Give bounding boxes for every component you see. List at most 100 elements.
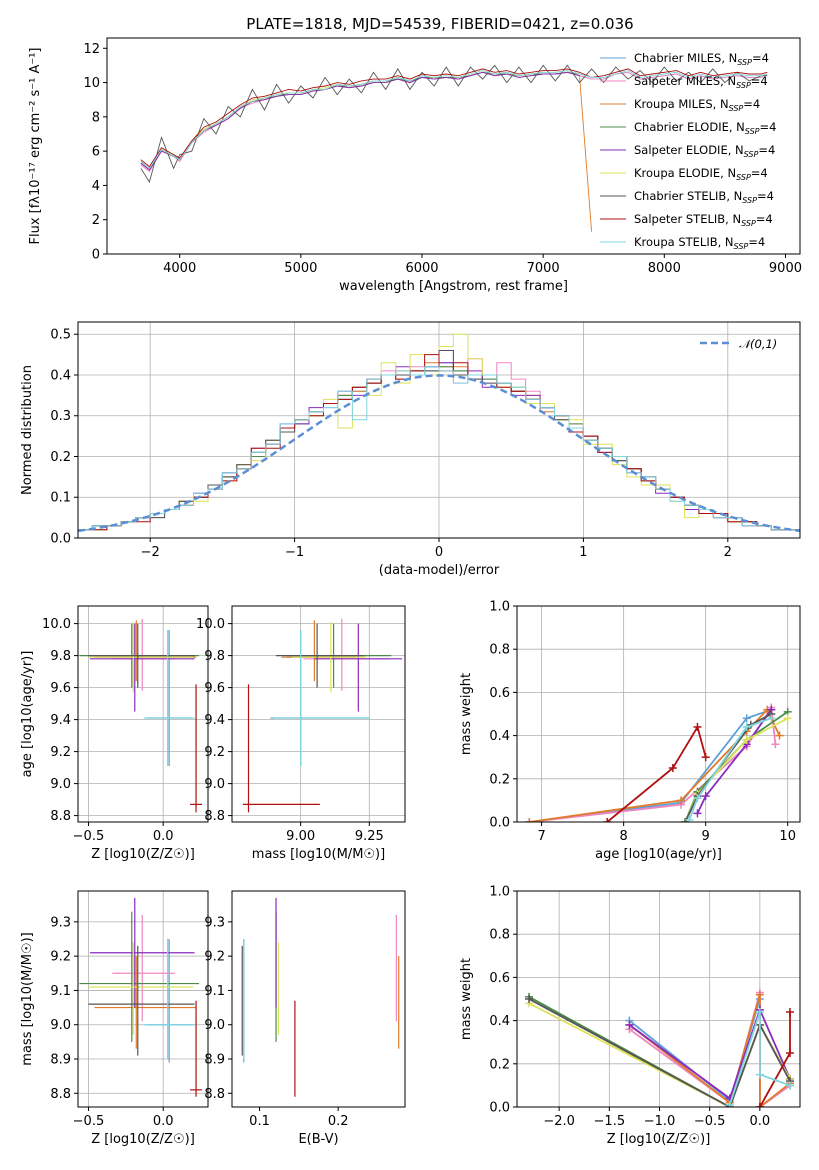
age-vs-metallicity-panel: −0.5 0.0 8.8 9.0 9.2 9.4 9.6 9.8 10.0 Z [log10(Z/… — [20, 605, 209, 862]
y-axis-label: age [log10(age/yr)] — [20, 651, 35, 778]
y-tick-label: 8.9 — [50, 1053, 71, 1068]
x-tick-label: 8000 — [648, 261, 681, 276]
y-tick-label: 9.1 — [204, 984, 225, 999]
legend-subscript: SSP — [734, 242, 749, 251]
axes-frame — [77, 605, 209, 823]
weight-line-kroupa-stelib — [728, 1011, 791, 1106]
x-axis-label: Z [log10(Z/Z☉)] — [91, 847, 195, 862]
plot-area — [78, 333, 800, 538]
y-tick-label: 0.8 — [489, 928, 510, 943]
legend-nssp: =4 — [751, 74, 768, 88]
legend-label-salpeter-miles: Salpeter MILES, NSSP=4 — [634, 74, 768, 90]
y-tick-label: 0.5 — [50, 328, 71, 343]
legend-label-chabrier-elodie: Chabrier ELODIE, NSSP=4 — [634, 120, 776, 136]
x-axis-label: mass [log10(M/M☉)] — [252, 847, 385, 862]
y-tick-label: 10.0 — [42, 617, 71, 632]
y-tick-label: 8.8 — [50, 1087, 71, 1102]
plot-area — [525, 988, 794, 1107]
x-tick-label: −2 — [141, 545, 160, 560]
x-axis-label: Z [log10(Z/Z☉)] — [91, 1132, 195, 1147]
legend-model-name: Salpeter STELIB, N — [634, 212, 741, 226]
y-tick-label: 0.3 — [50, 409, 71, 424]
plot-area — [525, 703, 792, 822]
mass-weight-vs-metallicity-panel: −2.0 −1.5 −1.0 −0.5 0.0 0.0 0.2 0.4 0.6 0.8 1.0 Z [… — [459, 885, 801, 1147]
y-tick-label: 9.0 — [50, 777, 71, 792]
y-tick-label: 2 — [92, 213, 100, 228]
y-tick-label: 4 — [92, 179, 100, 194]
legend-label-kroupa-elodie: Kroupa ELODIE, NSSP=4 — [634, 166, 768, 182]
y-tick-label: 0.2 — [50, 450, 71, 465]
weight-line-chabrier-stelib — [528, 998, 791, 1107]
legend-label-chabrier-stelib: Chabrier STELIB, NSSP=4 — [634, 189, 774, 205]
plot-area — [241, 897, 400, 1097]
plot-area — [79, 618, 203, 813]
x-tick-label: 6000 — [405, 261, 438, 276]
x-axis-label: (data-model)/error — [379, 563, 500, 578]
axes-frame — [77, 321, 801, 539]
legend-label-chabrier-miles: Chabrier MILES, NSSP=4 — [634, 51, 769, 67]
y-tick-label: 8.8 — [204, 809, 225, 824]
y-tick-label: 9.3 — [50, 915, 71, 930]
x-axis-label: E(B-V) — [298, 1132, 338, 1147]
axes-frame — [231, 890, 406, 1108]
legend-subscript: SSP — [737, 58, 752, 67]
y-tick-label: 9.8 — [204, 649, 225, 664]
y-tick-label: 9.6 — [204, 681, 225, 696]
x-tick-label: 5000 — [284, 261, 317, 276]
x-axis-label: wavelength [Angstrom, rest frame] — [339, 279, 568, 294]
legend-model-name: Salpeter ELODIE, N — [634, 143, 744, 157]
y-tick-label: 9.4 — [50, 713, 71, 728]
x-tick-label: −0.5 — [73, 829, 105, 844]
y-tick-label: 1.0 — [489, 600, 510, 615]
mass-weight-vs-age-panel: 7 8 9 10 0.0 0.2 0.4 0.6 0.8 1.0 age [log10(age/yr… — [459, 600, 801, 862]
y-axis-label: mass [log10(M/M☉)] — [20, 932, 35, 1065]
legend-nssp: =4 — [743, 97, 760, 111]
x-tick-label: 0.0 — [153, 829, 174, 844]
histogram-step-kroupa-stelib — [78, 366, 800, 538]
legend-label-kroupa-stelib: Kroupa STELIB, NSSP=4 — [634, 235, 765, 251]
x-tick-label: 1 — [579, 545, 587, 560]
y-tick-label: 9.2 — [50, 950, 71, 965]
x-tick-label: −0.5 — [73, 1114, 105, 1129]
y-tick-label: 9.0 — [204, 1018, 225, 1033]
legend-model-name: Kroupa STELIB, N — [634, 235, 734, 249]
weight-line-salpeter-elodie — [628, 1007, 791, 1100]
x-tick-label: 9000 — [769, 261, 802, 276]
x-tick-label: 9.00 — [286, 829, 315, 844]
legend-label-salpeter-elodie: Salpeter ELODIE, NSSP=4 — [634, 143, 775, 159]
x-tick-label: 2 — [724, 545, 732, 560]
x-tick-label: 0.0 — [153, 1114, 174, 1129]
spectrum-line-kroupa-miles-n-ssp-4 — [140, 71, 593, 232]
x-axis-label: Z [log10(Z/Z☉)] — [607, 1132, 711, 1147]
x-tick-label: 7 — [537, 829, 545, 844]
legend-nssp: =4 — [756, 212, 773, 226]
legend-nssp: =4 — [757, 189, 774, 203]
y-tick-label: 0.0 — [489, 1101, 510, 1116]
y-tick-label: 8.8 — [204, 1087, 225, 1102]
legend-model-name: Chabrier STELIB, N — [634, 189, 742, 203]
legend-model-name: Salpeter MILES, N — [634, 74, 736, 88]
y-tick-label: 0.0 — [489, 816, 510, 831]
y-tick-label: 9.6 — [50, 681, 71, 696]
legend-nssp: =4 — [752, 51, 769, 65]
legend-nssp: =4 — [748, 235, 765, 249]
residual-histogram-panel: −2 −1 0 1 2 0.0 0.1 0.2 0.3 0.4 0.5 (data-model)/er… — [20, 321, 801, 578]
x-tick-label: 0.0 — [750, 1114, 771, 1129]
x-tick-label: 0 — [435, 545, 443, 560]
spectrum-line-salpeter-stelib-n-ssp-4 — [140, 68, 768, 168]
y-tick-label: 8.9 — [204, 1053, 225, 1068]
weight-line-chabrier-miles — [529, 708, 772, 822]
y-tick-label: 9.2 — [204, 745, 225, 760]
y-tick-label: 0.4 — [489, 1014, 510, 1029]
legend-subscript: SSP — [736, 81, 751, 90]
y-tick-label: 8.8 — [50, 809, 71, 824]
legend-label-salpeter-stelib: Salpeter STELIB, NSSP=4 — [634, 212, 773, 228]
x-tick-label: −1 — [285, 545, 304, 560]
y-tick-label: 6 — [92, 145, 100, 160]
x-tick-label: −1.5 — [594, 1114, 626, 1129]
y-axis-label: mass weight — [459, 958, 474, 1040]
x-tick-label: 10 — [779, 829, 796, 844]
y-axis-label: mass weight — [459, 673, 474, 755]
weight-line-salpeter-stelib — [606, 724, 707, 822]
y-tick-label: 9.2 — [50, 745, 71, 760]
